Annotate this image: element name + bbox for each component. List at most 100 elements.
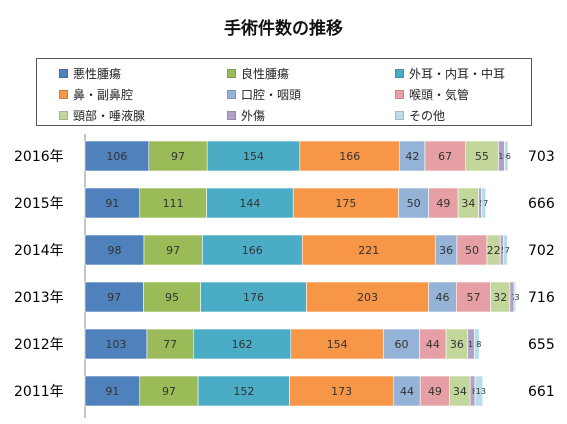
legend-label: その他: [409, 109, 446, 123]
bar-segment: [456, 234, 488, 266]
data-label: 36: [450, 338, 464, 351]
bar-segment: [202, 234, 303, 266]
bar-segment: [139, 375, 199, 407]
data-label: 13: [476, 387, 486, 396]
data-label: 91: [105, 385, 119, 398]
legend-swatch: [59, 90, 68, 99]
bar-segment: [84, 234, 145, 266]
bar-segment: [193, 328, 292, 360]
category-label: 2015年: [14, 196, 64, 212]
bar-segment: [474, 375, 484, 407]
legend-item: その他: [395, 107, 445, 124]
data-label: 162: [232, 338, 253, 351]
legend-label: 悪性腫瘍: [73, 67, 122, 81]
data-label: 57: [466, 291, 480, 304]
data-label: 91: [105, 197, 119, 210]
legend-swatch: [395, 111, 404, 120]
legend-swatch: [395, 90, 404, 99]
bar-segment: [143, 281, 201, 313]
legend-swatch: [59, 69, 68, 78]
legend-label: 口腔・咽頭: [241, 88, 302, 102]
legend-item: 良性腫瘍: [227, 65, 289, 82]
bar-segment: [419, 375, 450, 407]
legend-swatch: [227, 90, 236, 99]
data-label: 95: [165, 291, 179, 304]
bar-segment: [424, 140, 466, 172]
data-label: 6: [506, 152, 511, 161]
legend-item: 悪性腫瘍: [59, 65, 121, 82]
bar-segment: [474, 328, 480, 360]
data-label: 46: [435, 291, 449, 304]
data-label: 34: [453, 385, 467, 398]
data-label: 55: [475, 150, 489, 163]
data-label: 221: [358, 244, 379, 257]
bar-segment: [84, 328, 148, 360]
data-label: 3: [514, 293, 519, 302]
data-label: 67: [438, 150, 452, 163]
legend-item: 喉頭・気管: [395, 86, 469, 103]
data-label: 44: [426, 338, 440, 351]
bar-segment: [481, 187, 487, 219]
data-label: 8: [472, 387, 477, 396]
bar-segment: [206, 140, 301, 172]
bar-segment: [513, 281, 517, 313]
bar-segment: [399, 140, 426, 172]
bar-segment: [456, 281, 491, 313]
data-label: 7: [505, 246, 510, 255]
data-label: 50: [407, 197, 421, 210]
legend-label: 外耳・内耳・中耳: [409, 67, 506, 81]
legend: 悪性腫瘍 良性腫瘍 外耳・内耳・中耳鼻・副鼻腔 口腔・咽頭 喉頭・気管頸部・唾液腺 外傷 そ…: [36, 58, 532, 126]
data-label: 144: [239, 197, 260, 210]
bar-segment: [306, 281, 429, 313]
legend-item: 鼻・副鼻腔: [59, 86, 133, 103]
bar-segment: [143, 234, 203, 266]
category-label: 2014年: [14, 243, 64, 259]
legend-swatch: [227, 111, 236, 120]
legend-label: 外傷: [241, 109, 266, 123]
data-label: 11: [468, 340, 478, 349]
data-label: 49: [428, 385, 442, 398]
bar-segment: [419, 328, 447, 360]
data-label: 77: [163, 338, 177, 351]
bar-segment: [197, 375, 290, 407]
legend-label: 良性腫瘍: [241, 67, 290, 81]
data-label: 152: [233, 385, 254, 398]
category-label: 2016年: [14, 149, 64, 165]
bar-segment: [502, 234, 508, 266]
legend-swatch: [59, 111, 68, 120]
data-label: 97: [166, 244, 180, 257]
data-label: 36: [439, 244, 453, 257]
bar-segment: [428, 281, 457, 313]
bar-segment: [84, 375, 141, 407]
data-label: 154: [327, 338, 348, 351]
bar-segment: [139, 187, 207, 219]
legend-label: 鼻・副鼻腔: [73, 88, 134, 102]
data-label: 97: [162, 385, 176, 398]
total-label: 703: [528, 149, 555, 165]
bar-segment: [290, 328, 384, 360]
data-label: 49: [436, 197, 450, 210]
data-label: 60: [395, 338, 409, 351]
bar-segment: [504, 140, 509, 172]
legend-swatch: [395, 69, 404, 78]
bar-segment: [299, 140, 401, 172]
legend-label: 頸部・唾液腺: [73, 109, 146, 123]
data-label: 98: [107, 244, 121, 257]
data-label: 111: [163, 197, 184, 210]
data-label: 7: [483, 199, 488, 208]
data-label: 22: [487, 244, 501, 257]
category-label: 2012年: [14, 337, 64, 353]
data-label: 106: [106, 150, 127, 163]
legend-item: 外傷: [227, 107, 265, 124]
bar-segment: [465, 140, 499, 172]
data-label: 203: [357, 291, 378, 304]
data-label: 42: [405, 150, 419, 163]
bar-segment: [428, 187, 459, 219]
data-label: 154: [243, 150, 264, 163]
data-label: 8: [476, 340, 481, 349]
data-label: 175: [335, 197, 356, 210]
data-label: 166: [242, 244, 263, 257]
bar-segment: [84, 140, 150, 172]
bar-segment: [383, 328, 420, 360]
